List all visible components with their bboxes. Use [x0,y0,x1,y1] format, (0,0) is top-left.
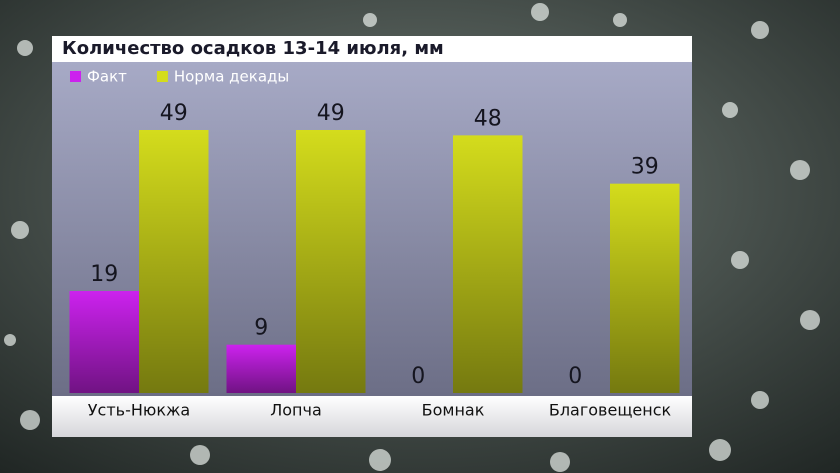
label-bar [52,396,692,437]
value-label: 39 [631,155,659,180]
value-label: 48 [474,106,502,131]
bar-shade [296,130,366,393]
value-label: 0 [568,364,582,389]
x-tick-label: Лопча [270,401,322,420]
chart-title: Количество осадков 13-14 июля, мм [62,38,444,59]
value-label: 49 [160,101,188,126]
value-label: 0 [411,364,425,389]
bar-shade [453,135,523,393]
bar-shade [226,344,296,393]
legend-swatch [156,71,168,82]
legend-label: Норма декады [174,68,289,86]
x-tick-label: Усть-Нюкжа [88,401,190,420]
bar-shade [610,183,680,393]
x-tick-label: Благовещенск [549,401,672,420]
legend-swatch [70,71,81,82]
value-label: 49 [317,101,345,126]
rain-drops [4,3,820,472]
bar-shade [139,130,209,393]
x-tick-label: Бомнак [422,401,485,420]
bar-shade [69,291,139,393]
value-label: 9 [254,316,268,341]
value-label: 19 [90,262,118,287]
title-bar [52,36,692,62]
legend-label: Факт [87,68,127,86]
